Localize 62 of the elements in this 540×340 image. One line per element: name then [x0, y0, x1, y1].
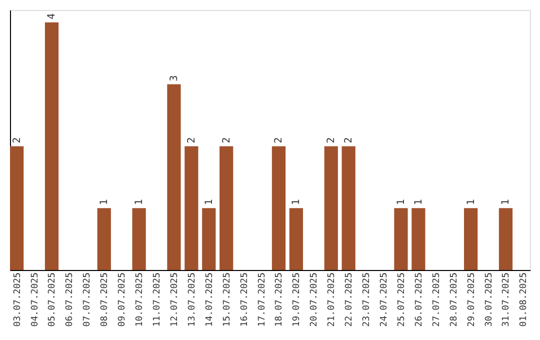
x-tick-label: 26.07.2025	[414, 272, 424, 327]
x-tick-label: 01.08.2025	[519, 272, 530, 327]
x-tick-label: 30.07.2025	[484, 272, 494, 327]
bar	[464, 208, 478, 270]
data-label: 1	[413, 199, 424, 206]
data-label: 2	[326, 137, 338, 144]
x-tick-label: 03.07.2025	[12, 272, 23, 327]
x-tick-label: 04.07.2025	[30, 272, 40, 327]
data-label: 1	[396, 199, 407, 206]
bar	[412, 208, 426, 270]
data-label: 1	[291, 199, 302, 206]
bar	[44, 22, 59, 270]
data-label: 1	[134, 199, 146, 206]
x-tick-label: 12.07.2025	[170, 272, 180, 327]
bar	[10, 146, 24, 270]
data-label: 1	[99, 199, 110, 206]
data-label: 1	[204, 199, 215, 206]
x-tick-label: 25.07.2025	[396, 272, 407, 327]
data-label: 2	[221, 137, 232, 144]
bar	[272, 146, 286, 270]
x-tick-label: 16.07.2025	[240, 272, 250, 327]
x-tick-label: 15.07.2025	[222, 272, 232, 327]
x-tick-label: 09.07.2025	[118, 272, 128, 327]
x-tick-label: 31.07.2025	[502, 272, 512, 327]
bar	[167, 84, 181, 270]
bar	[289, 208, 303, 270]
bar	[220, 146, 234, 270]
x-tick-label: 06.07.2025	[65, 272, 76, 327]
data-label: 2	[274, 137, 285, 144]
x-tick-label: 27.07.2025	[432, 272, 442, 327]
x-tick-label: 22.07.2025	[344, 272, 355, 327]
x-tick-label: 20.07.2025	[310, 272, 320, 327]
x-tick-label: 19.07.2025	[292, 272, 302, 327]
x-tick-label: 13.07.2025	[187, 272, 198, 327]
data-label: 1	[466, 199, 477, 206]
bar	[394, 208, 408, 270]
x-tick-label: 07.07.2025	[82, 272, 93, 327]
x-tick-label: 24.07.2025	[380, 272, 390, 327]
bar	[342, 146, 356, 270]
x-tick-label: 14.07.2025	[204, 272, 215, 327]
bar	[184, 146, 198, 270]
bar	[132, 208, 146, 270]
bar	[324, 146, 338, 270]
x-tick-label: 08.07.2025	[100, 272, 110, 327]
data-label: 4	[46, 13, 58, 20]
bar	[202, 208, 216, 270]
x-tick-label: 28.07.2025	[449, 272, 460, 327]
bar	[97, 208, 111, 270]
data-label: 2	[344, 137, 355, 144]
x-tick-label: 18.07.2025	[274, 272, 285, 327]
data-label: 3	[168, 75, 180, 82]
data-label: 2	[186, 137, 198, 144]
x-tick-label: 29.07.2025	[466, 272, 477, 327]
x-tick-label: 10.07.2025	[135, 272, 146, 327]
x-tick-label: 05.07.2025	[48, 272, 58, 327]
x-tick-label: 23.07.2025	[362, 272, 372, 327]
bar	[498, 208, 513, 270]
data-label: 1	[500, 199, 512, 206]
x-tick-label: 11.07.2025	[152, 272, 162, 327]
data-label: 2	[12, 137, 23, 144]
x-tick-label: 21.07.2025	[327, 272, 338, 327]
x-tick-label: 17.07.2025	[257, 272, 268, 327]
